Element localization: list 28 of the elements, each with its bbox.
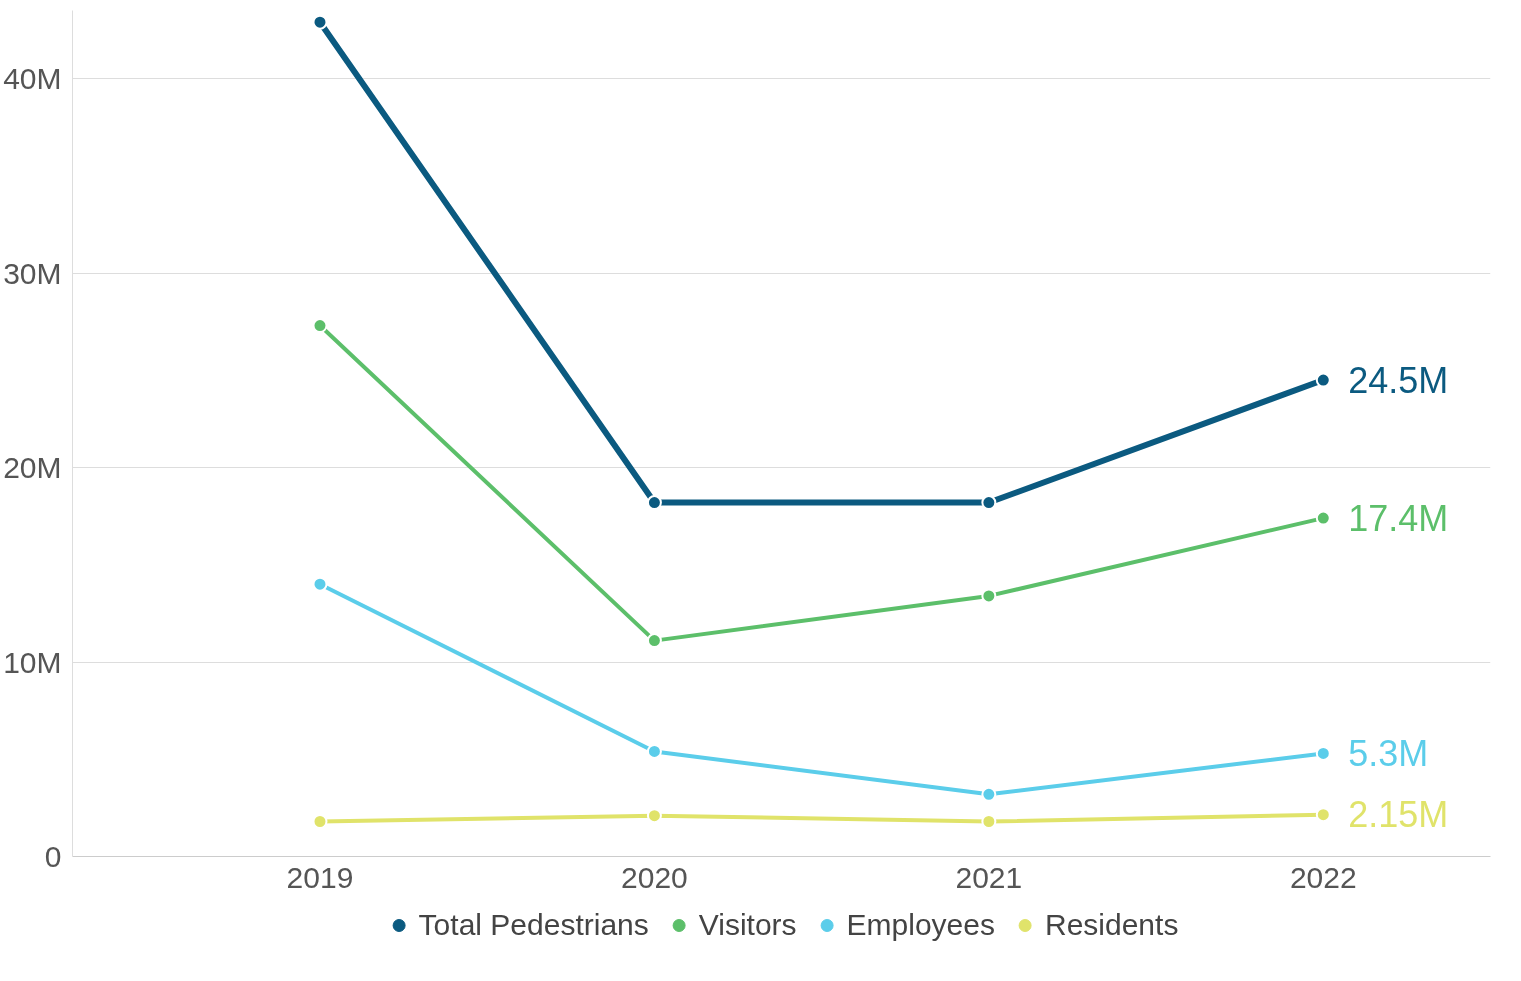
point (981, 588, 997, 604)
data-label: 17.4M (1348, 497, 1449, 539)
data-label: 24.5M (1348, 359, 1449, 401)
point (981, 786, 997, 802)
y-tick-label: 40M (3, 62, 62, 96)
x-tick-label: 2021 (955, 860, 1023, 894)
legend-label: Residents (1044, 908, 1179, 942)
data-label: 5.3M (1348, 732, 1429, 774)
y-tick-label: 20M (3, 451, 62, 485)
point (312, 318, 328, 334)
y-tick-label: 10M (3, 645, 62, 679)
legend-label: Employees (846, 908, 995, 942)
point (1315, 372, 1331, 388)
x-tick-label: 2019 (286, 860, 354, 894)
point (312, 576, 328, 592)
point (646, 808, 662, 824)
y-tick-label: 0 (44, 840, 62, 873)
x-tick-label: 2022 (1289, 860, 1357, 894)
legend-label: Total Pedestrians (418, 908, 649, 942)
legend-label: Visitors (698, 908, 797, 942)
point (1315, 807, 1331, 823)
point (312, 14, 328, 30)
y-tick-label: 30M (3, 256, 62, 290)
point (981, 814, 997, 829)
data-label: 2.15M (1348, 794, 1449, 836)
point (312, 814, 328, 829)
point (1315, 510, 1331, 526)
x-tick-label: 2020 (621, 860, 688, 894)
